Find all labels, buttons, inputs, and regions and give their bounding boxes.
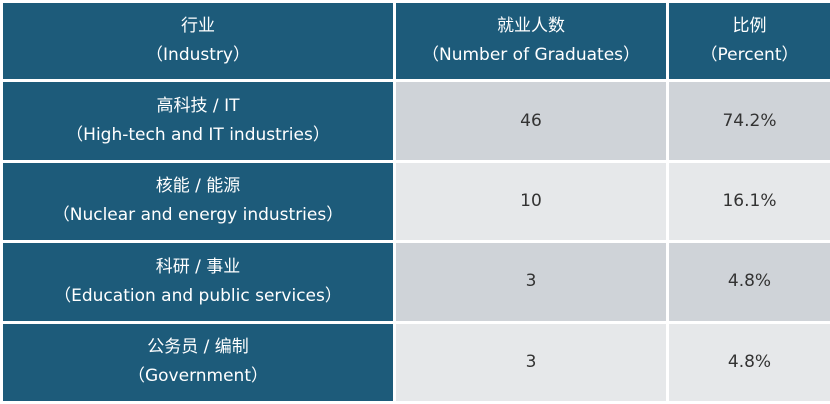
percent-cell: 74.2%: [669, 82, 830, 160]
header-count-zh: 就业人数: [497, 16, 565, 37]
header-percent-zh: 比例: [732, 16, 767, 37]
industry-zh: 科研 / 事业: [155, 256, 241, 277]
header-percent: 比例 （Percent）: [669, 3, 830, 80]
header-industry-zh: 行业: [181, 16, 215, 37]
industry-en: （High-tech and IT industries）: [66, 125, 330, 146]
industry-zh: 公务员 / 编制: [147, 337, 249, 358]
percent-value: 4.8%: [727, 351, 772, 372]
count-cell: 3: [396, 243, 666, 321]
header-count: 就业人数 （Number of Graduates）: [396, 3, 666, 80]
industry-en: （Nuclear and energy industries）: [52, 205, 344, 226]
count-value: 10: [520, 190, 542, 211]
industry-zh: 核能 / 能源: [155, 176, 241, 197]
percent-value: 16.1%: [722, 190, 777, 211]
industry-cell: 核能 / 能源 （Nuclear and energy industries）: [3, 162, 393, 241]
count-value: 3: [525, 351, 537, 372]
percent-value: 74.2%: [722, 110, 777, 131]
table-row: 高科技 / IT （High-tech and IT industries） 4…: [3, 82, 830, 160]
count-cell: 3: [396, 323, 666, 401]
header-percent-en: （Percent）: [700, 45, 799, 66]
table-row: 核能 / 能源 （Nuclear and energy industries） …: [3, 162, 830, 241]
count-cell: 10: [396, 162, 666, 241]
industry-cell: 高科技 / IT （High-tech and IT industries）: [3, 82, 393, 160]
industry-zh: 高科技 / IT: [156, 96, 240, 117]
table-row: 公务员 / 编制 （Government） 3 4.8%: [3, 323, 830, 401]
percent-cell: 4.8%: [669, 243, 830, 321]
industry-en: （Education and public services）: [54, 285, 342, 306]
industry-en: （Government）: [127, 366, 269, 387]
header-count-en: （Number of Graduates）: [421, 45, 641, 66]
count-value: 46: [520, 110, 542, 131]
table-header-row: 行业 （Industry） 就业人数 （Number of Graduates）…: [3, 3, 830, 80]
count-value: 3: [525, 271, 537, 292]
table-row: 科研 / 事业 （Education and public services） …: [3, 243, 830, 321]
percent-cell: 4.8%: [669, 323, 830, 401]
header-industry: 行业 （Industry）: [3, 3, 393, 80]
industry-cell: 科研 / 事业 （Education and public services）: [3, 243, 393, 321]
industry-cell: 公务员 / 编制 （Government）: [3, 323, 393, 401]
percent-value: 4.8%: [727, 271, 772, 292]
count-cell: 46: [396, 82, 666, 160]
percent-cell: 16.1%: [669, 162, 830, 241]
header-industry-en: （Industry）: [146, 45, 250, 66]
